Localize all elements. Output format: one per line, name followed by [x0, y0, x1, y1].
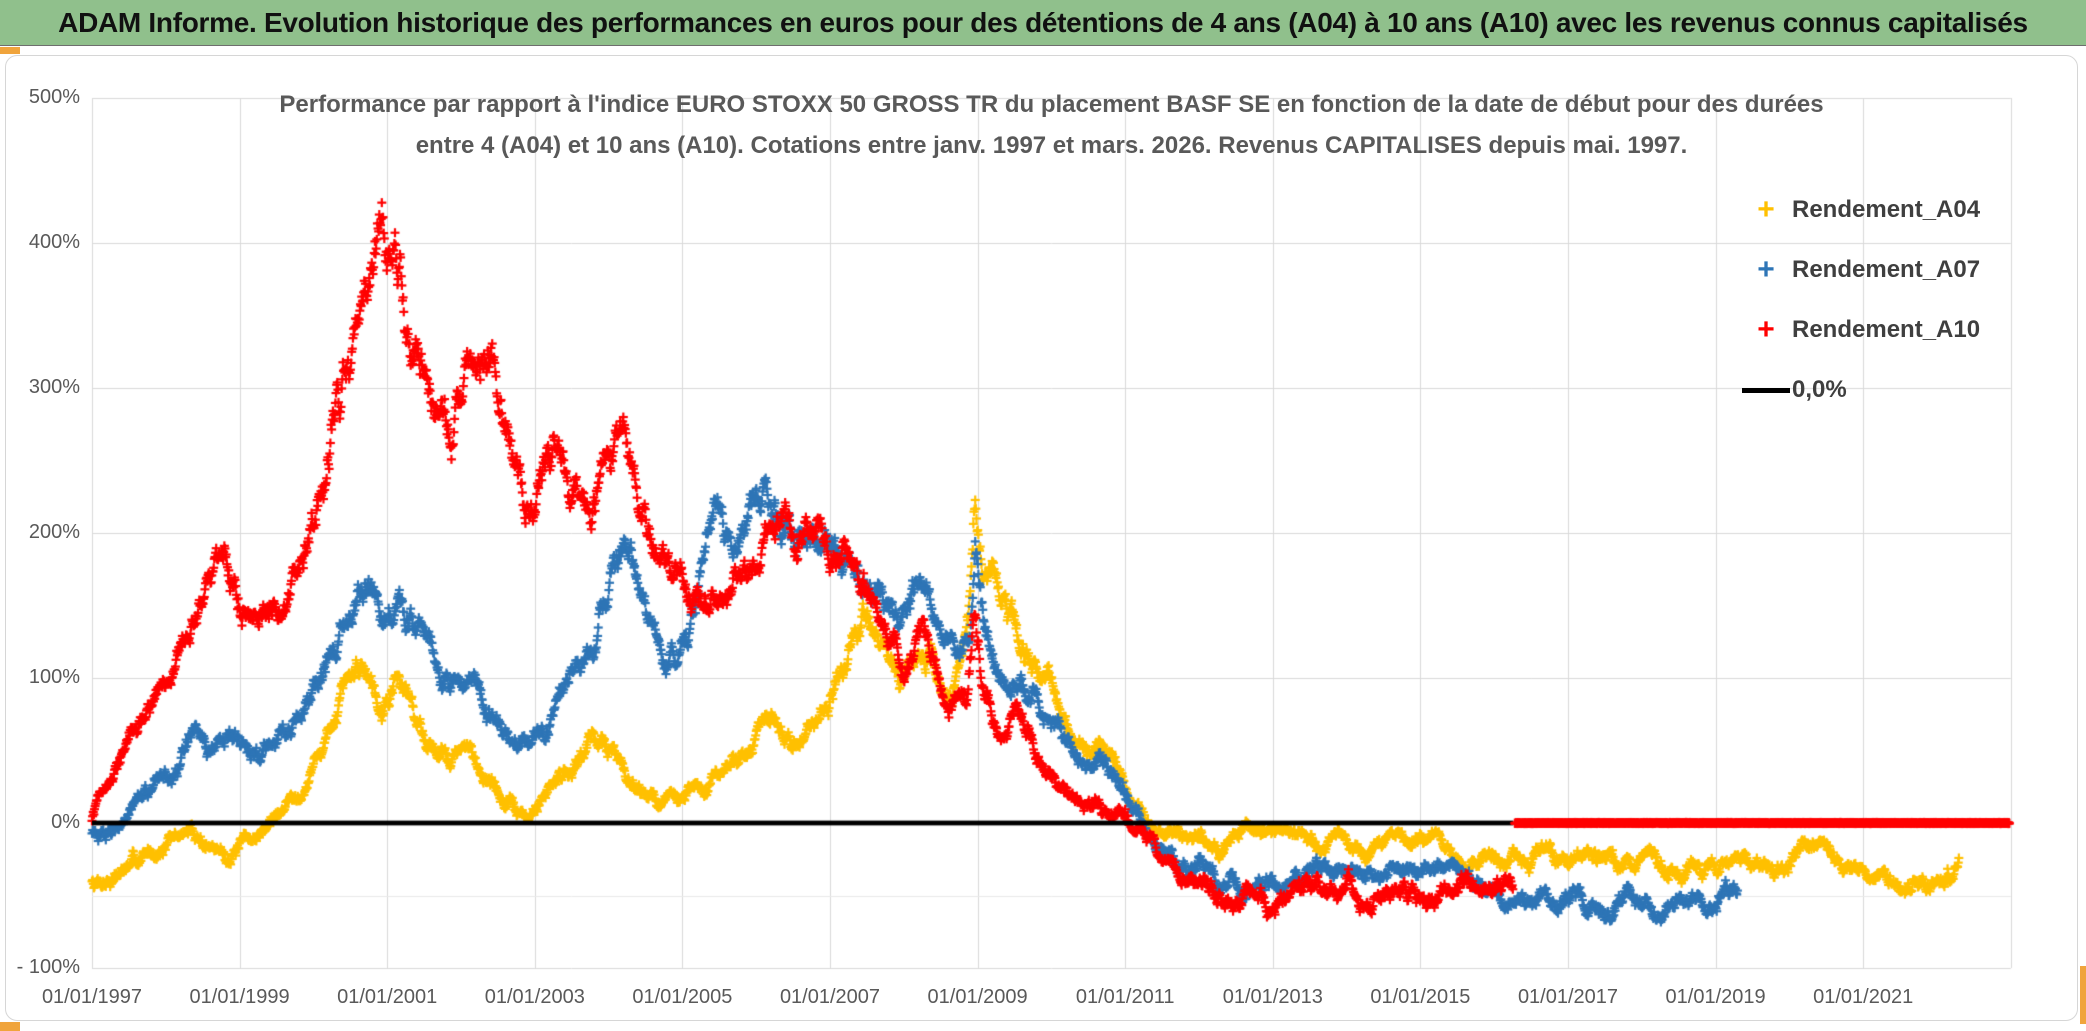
- y-axis-label: 300%: [28, 376, 80, 398]
- legend-item-label: Rendement_A04: [1792, 196, 1981, 223]
- x-axis-label: 01/01/1999: [189, 986, 290, 1008]
- y-axis-label: 100%: [28, 666, 80, 688]
- x-axis-label: 01/01/2013: [1222, 986, 1323, 1008]
- chart-subtitle-line1: Performance par rapport à l'indice EURO …: [279, 91, 1824, 118]
- y-axis-label: 0%: [51, 811, 80, 833]
- chart-subtitle: Performance par rapport à l'indice EURO …: [92, 84, 2011, 166]
- legend-item-label: Rendement_A10: [1792, 316, 1981, 343]
- chart-subtitle-line2: entre 4 (A04) et 10 ans (A10). Cotations…: [415, 132, 1688, 159]
- x-axis-label: 01/01/2015: [1370, 986, 1471, 1008]
- legend: + Rendement_A04 + Rendement_A07 + Rendem…: [1742, 180, 1980, 420]
- plus-marker-icon: +: [1757, 313, 1775, 346]
- x-axis-label: 01/01/2005: [632, 986, 733, 1008]
- legend-item-label: Rendement_A07: [1792, 256, 1981, 283]
- x-axis-label: 01/01/1997: [41, 986, 143, 1008]
- x-axis-label: 01/01/2003: [484, 986, 585, 1008]
- x-axis-label: 01/01/2009: [927, 986, 1028, 1008]
- legend-item-rendement-a10[interactable]: + Rendement_A10: [1742, 300, 1980, 360]
- legend-item-rendement-a07[interactable]: + Rendement_A07: [1742, 240, 1980, 300]
- x-axis-label: 01/01/2007: [779, 986, 881, 1008]
- legend-item-rendement-a04[interactable]: + Rendement_A04: [1742, 180, 1980, 240]
- plus-marker-icon: +: [1757, 253, 1775, 286]
- legend-item-label: 0,0%: [1792, 376, 1847, 403]
- y-axis-label: - 100%: [16, 956, 80, 978]
- plus-marker-icon: +: [1757, 193, 1775, 226]
- y-axis-label: 200%: [28, 521, 80, 543]
- x-axis-label: 01/01/2001: [337, 986, 438, 1008]
- y-axis-label: 500%: [28, 86, 80, 108]
- baseline-line-icon: [1742, 387, 1790, 393]
- legend-item-baseline[interactable]: 0,0%: [1742, 360, 1980, 420]
- x-axis-label: 01/01/2019: [1665, 986, 1766, 1008]
- x-axis-label: 01/01/2011: [1075, 986, 1175, 1008]
- y-axis-label: 400%: [28, 231, 80, 253]
- x-axis-label: 01/01/2021: [1813, 986, 1914, 1008]
- x-axis-label: 01/01/2017: [1517, 986, 1619, 1008]
